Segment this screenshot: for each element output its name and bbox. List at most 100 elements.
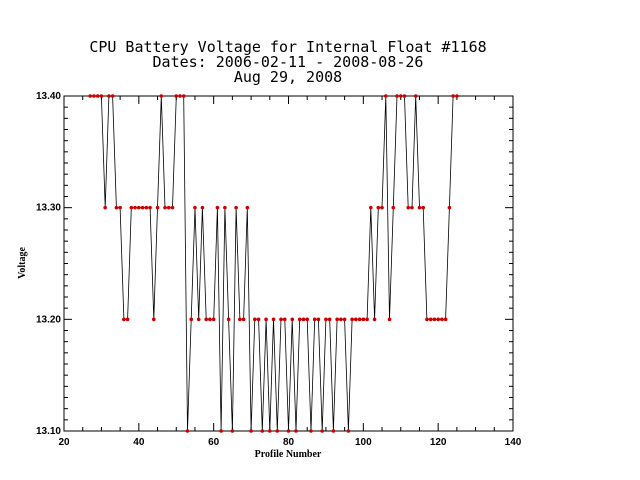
data-point — [417, 205, 422, 210]
x-tick-label: 120 — [430, 437, 447, 448]
series-line — [90, 95, 457, 432]
data-point — [335, 317, 339, 322]
data-point — [264, 317, 268, 322]
data-point — [275, 429, 280, 433]
data-point — [380, 205, 384, 210]
data-point — [215, 205, 220, 210]
data-point — [410, 205, 414, 210]
data-point — [443, 317, 448, 322]
data-point — [361, 317, 366, 322]
data-point — [118, 205, 122, 210]
plot-frame — [63, 95, 514, 432]
data-point — [346, 429, 351, 433]
data-point — [271, 317, 276, 322]
data-point — [421, 205, 426, 210]
data-point — [163, 205, 167, 210]
data-point — [282, 317, 287, 322]
data-point — [148, 205, 152, 210]
data-point — [223, 205, 227, 210]
chart-title: CPU Battery Voltage for Internal Float #… — [89, 38, 486, 86]
data-point — [391, 205, 396, 210]
x-axis-ticks: 20 40 60 80 100 120 140 — [58, 96, 522, 448]
x-tick-label: 100 — [355, 437, 372, 448]
data-point — [354, 317, 358, 322]
x-tick-label: 60 — [208, 437, 220, 448]
data-point — [107, 94, 111, 98]
data-point — [166, 205, 171, 210]
data-point — [365, 317, 369, 322]
data-point — [129, 205, 134, 210]
title-line-2: Dates: 2006-02-11 - 2008-08-26 — [153, 53, 424, 71]
data-point — [196, 317, 201, 322]
data-point — [290, 317, 295, 322]
data-point — [133, 205, 137, 210]
data-point — [99, 94, 104, 98]
data-point — [312, 317, 317, 322]
data-point — [144, 205, 149, 210]
data-series — [88, 94, 459, 433]
data-point — [369, 205, 373, 210]
data-point — [185, 429, 190, 433]
data-point — [357, 317, 362, 322]
data-point — [256, 317, 261, 322]
data-point — [208, 317, 212, 322]
data-point — [110, 94, 115, 98]
data-point — [137, 205, 141, 210]
data-point — [279, 317, 283, 322]
data-point — [204, 317, 208, 322]
data-point — [95, 94, 100, 98]
data-point — [342, 317, 347, 322]
data-point — [181, 94, 186, 98]
data-point — [234, 205, 238, 210]
data-point — [327, 317, 332, 322]
y-tick-label: 13.40 — [36, 91, 61, 102]
data-point — [428, 317, 433, 322]
data-point — [398, 94, 403, 98]
data-point — [140, 205, 145, 210]
y-tick-label: 13.20 — [36, 314, 61, 325]
data-point — [432, 317, 437, 322]
data-point — [301, 317, 306, 322]
data-point — [159, 94, 164, 98]
data-point — [260, 429, 265, 433]
title-line-3: Aug 29, 2008 — [234, 68, 342, 86]
data-point — [238, 317, 242, 322]
data-point — [402, 94, 407, 98]
data-point — [436, 317, 440, 322]
data-point — [383, 94, 388, 98]
x-tick-label: 140 — [505, 437, 522, 448]
y-tick-label: 13.10 — [36, 426, 61, 437]
data-point — [245, 205, 250, 210]
data-point — [230, 429, 235, 433]
data-point — [125, 317, 130, 322]
data-point — [324, 317, 328, 322]
title-line-1: CPU Battery Voltage for Internal Float #… — [89, 38, 486, 56]
x-tick-label: 20 — [58, 437, 70, 448]
data-point — [339, 317, 343, 322]
data-point — [178, 94, 182, 98]
data-point — [174, 94, 179, 98]
data-point — [253, 317, 257, 322]
data-point — [267, 429, 272, 433]
data-point — [241, 317, 246, 322]
data-point — [103, 205, 107, 210]
data-point — [350, 317, 354, 322]
data-point — [331, 429, 336, 433]
data-point — [451, 94, 455, 98]
data-point — [155, 205, 160, 210]
data-point — [92, 94, 96, 98]
data-point — [294, 429, 298, 433]
data-point — [219, 429, 223, 433]
data-point — [309, 429, 313, 433]
data-point — [440, 317, 444, 322]
x-axis-label: Profile Number — [255, 449, 322, 460]
data-point — [286, 429, 291, 433]
data-point — [170, 205, 175, 210]
y-axis-label: Voltage — [17, 247, 28, 279]
data-point — [114, 205, 119, 210]
data-point — [88, 94, 92, 98]
data-point — [406, 205, 411, 210]
x-tick-label: 80 — [283, 437, 295, 448]
data-point — [372, 317, 377, 322]
